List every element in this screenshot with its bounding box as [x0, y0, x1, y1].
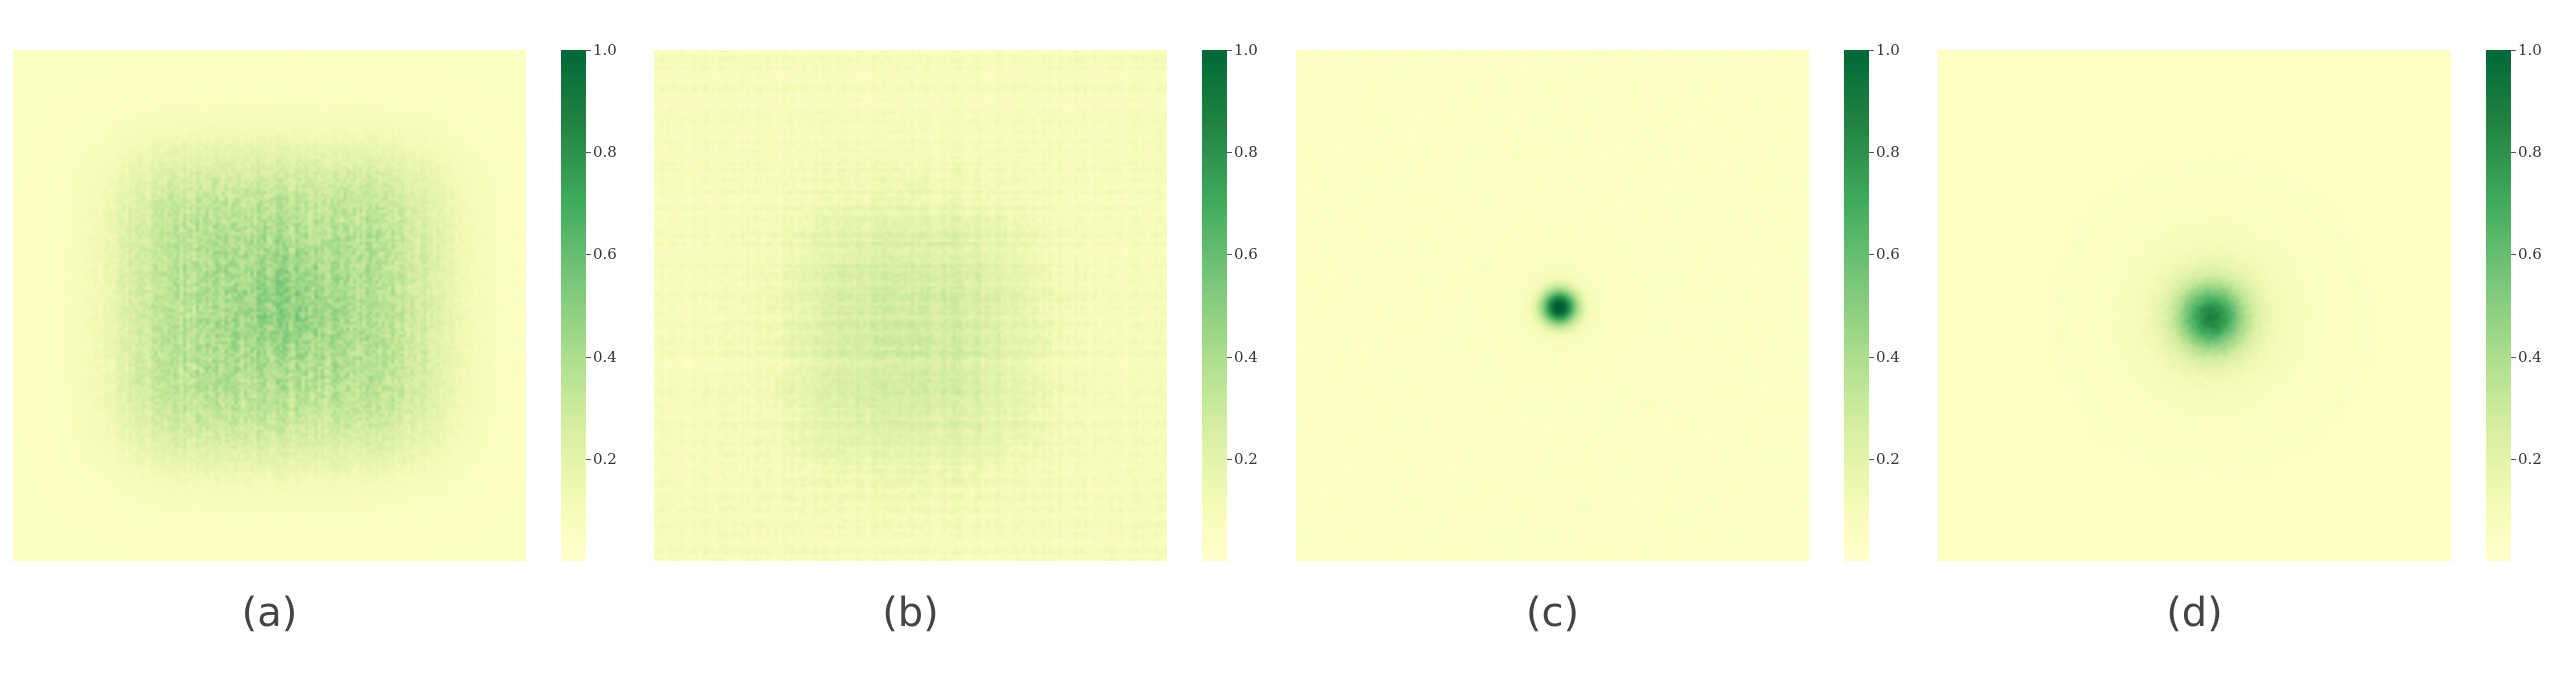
colorbar-tick-label: 0.6 — [1234, 245, 1258, 264]
colorbar-tick — [1227, 356, 1232, 358]
colorbar-tick — [1869, 50, 1874, 51]
colorbar — [561, 50, 586, 561]
colorbar-tick — [1227, 152, 1232, 154]
heatmap-panel: 0.2 0.4 0.6 0.8 1.0 (a) — [0, 0, 640, 682]
colorbar-tick-label: 0.4 — [2518, 347, 2542, 366]
heatmap — [13, 50, 526, 561]
colorbar-tick-label: 0.6 — [1876, 245, 1900, 264]
colorbar-tick-label: 0.6 — [593, 245, 617, 264]
colorbar-tick — [2511, 254, 2516, 256]
colorbar — [2486, 50, 2511, 561]
colorbar-tick-label: 0.2 — [593, 449, 617, 468]
heatmap-cells — [1296, 50, 1809, 561]
panel-label: (c) — [1525, 590, 1580, 636]
heatmap-cells — [13, 50, 526, 561]
colorbar-tick — [586, 50, 591, 51]
heatmap — [1296, 50, 1809, 561]
colorbar-tick-label: 0.6 — [2518, 245, 2542, 264]
colorbar-tick — [586, 356, 591, 358]
colorbar-tick-label: 1.0 — [2518, 41, 2542, 59]
colorbar-tick-label: 0.2 — [2518, 449, 2542, 468]
panel-label: (a) — [241, 590, 298, 636]
colorbar-tick — [1227, 458, 1232, 460]
heatmap — [1938, 50, 2451, 561]
colorbar-tick-label: 0.4 — [1234, 347, 1258, 366]
heatmap-panel: 0.2 0.4 0.6 0.8 1.0 (b) — [641, 0, 1281, 682]
colorbar — [1844, 50, 1869, 561]
colorbar-tick — [2511, 458, 2516, 460]
colorbar-tick — [1227, 50, 1232, 51]
panel-label: (d) — [2166, 590, 2223, 636]
heatmap-cells — [654, 50, 1167, 561]
panel-label: (b) — [882, 590, 939, 636]
colorbar-tick — [1869, 254, 1874, 256]
colorbar-tick — [2511, 50, 2516, 51]
heatmap-panel: 0.2 0.4 0.6 0.8 1.0 (d) — [1925, 0, 2555, 682]
colorbar-tick-label: 0.4 — [1876, 347, 1900, 366]
colorbar-tick-label: 0.8 — [1876, 143, 1900, 162]
colorbar-tick — [2511, 356, 2516, 358]
colorbar-tick-label: 0.2 — [1234, 449, 1258, 468]
colorbar-tick — [1869, 152, 1874, 154]
heatmap-panel: 0.2 0.4 0.6 0.8 1.0 (c) — [1283, 0, 1923, 682]
colorbar-tick-label: 1.0 — [1234, 41, 1258, 59]
colorbar-tick-label: 0.8 — [593, 143, 617, 162]
colorbar-tick-label: 0.4 — [593, 347, 617, 366]
colorbar-tick — [1869, 458, 1874, 460]
colorbar-tick — [1227, 254, 1232, 256]
colorbar — [1202, 50, 1227, 561]
colorbar-tick-label: 1.0 — [1876, 41, 1900, 59]
colorbar-tick — [586, 458, 591, 460]
colorbar-tick — [586, 152, 591, 154]
heatmap-cells — [1938, 50, 2451, 561]
colorbar-tick — [586, 254, 591, 256]
colorbar-tick — [1869, 356, 1874, 358]
colorbar-tick — [2511, 152, 2516, 154]
colorbar-tick-label: 0.2 — [1876, 449, 1900, 468]
colorbar-tick-label: 1.0 — [593, 41, 617, 59]
colorbar-tick-label: 0.8 — [1234, 143, 1258, 162]
heatmap — [654, 50, 1167, 561]
colorbar-tick-label: 0.8 — [2518, 143, 2542, 162]
